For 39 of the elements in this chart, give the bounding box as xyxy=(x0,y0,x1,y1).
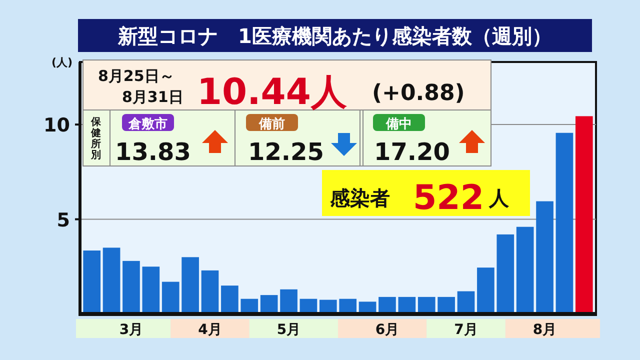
annotation: 17.20 xyxy=(374,138,450,166)
bar xyxy=(556,132,574,314)
bar xyxy=(575,116,593,314)
bar xyxy=(122,260,140,314)
x-tick-label: 5月 xyxy=(276,322,301,338)
y-tick-label: 5 xyxy=(56,209,70,232)
annotation: 感染者 xyxy=(329,186,390,210)
annotation: 保健所別 xyxy=(90,116,102,161)
y-axis-title: (人) xyxy=(51,56,73,69)
y-tick-label: 10 xyxy=(44,114,70,137)
x-tick-label: 3月 xyxy=(119,322,144,338)
annotation: 備前 xyxy=(258,117,285,132)
x-tick-label: 8月 xyxy=(532,322,557,338)
annotation: 522 xyxy=(413,178,484,218)
bar xyxy=(477,268,494,314)
x-tick-label: 6月 xyxy=(375,322,400,338)
annotation: 倉敷市 xyxy=(128,116,168,132)
annotation: 備中 xyxy=(385,117,412,132)
annotation: 13.83 xyxy=(115,138,191,166)
annotation: 人 xyxy=(488,186,510,210)
annotation: 12.25 xyxy=(248,138,324,166)
annotation: 10.44人 xyxy=(197,72,347,113)
bar xyxy=(516,226,534,314)
bar xyxy=(162,282,180,314)
annotation: 8月31日 xyxy=(122,88,184,106)
annotation: (+0.88) xyxy=(372,81,465,106)
bar xyxy=(536,201,554,314)
bar xyxy=(280,289,298,314)
bar xyxy=(182,257,199,314)
annotation: 8月25日～ xyxy=(98,67,174,85)
chart-title: 新型コロナ 1医療機関あたり感染者数（週別） xyxy=(117,24,552,48)
x-tick-label: 4月 xyxy=(198,322,222,338)
bar xyxy=(83,250,101,314)
bar xyxy=(221,286,238,314)
bar xyxy=(496,234,514,314)
x-tick-label: 7月 xyxy=(454,322,478,338)
bar xyxy=(201,270,219,314)
bar xyxy=(102,248,120,314)
bar xyxy=(142,266,160,314)
